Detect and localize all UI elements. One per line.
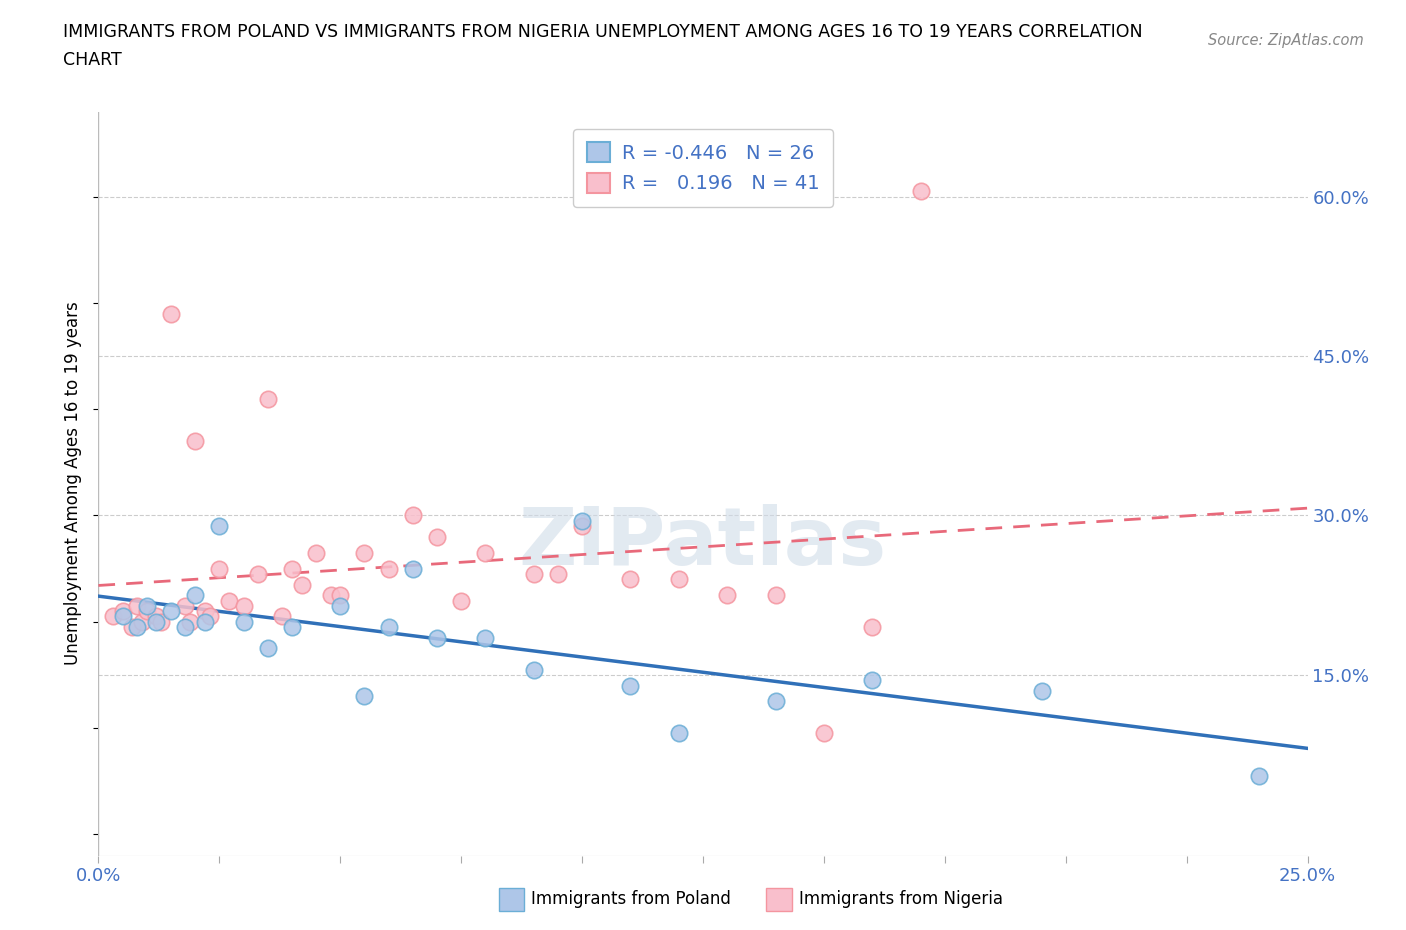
Point (860, 672, 883, 687)
Point (329, 588, 352, 603)
Point (765, 694, 787, 709)
Point (668, 726, 690, 741)
Point (716, 588, 738, 603)
Point (353, 689, 375, 704)
Point (860, 619, 883, 634)
Point (247, 566, 270, 581)
Point (474, 631, 496, 645)
Point (127, 598, 149, 613)
Point (619, 678, 641, 693)
Point (150, 615, 173, 630)
Point (426, 529, 449, 544)
Point (111, 609, 134, 624)
Point (135, 598, 157, 613)
Point (111, 604, 134, 618)
Point (281, 619, 304, 634)
Point (353, 545, 375, 560)
Point (910, 184, 932, 199)
Point (668, 572, 690, 587)
Point (547, 566, 569, 581)
Point (765, 588, 787, 603)
Point (232, 598, 254, 613)
Point (377, 561, 399, 576)
Point (1031, 684, 1053, 698)
Point (256, 641, 278, 656)
Point (179, 615, 201, 630)
Point (256, 392, 278, 406)
Point (145, 609, 167, 624)
Point (426, 631, 449, 645)
Point (1249, 768, 1271, 783)
Point (450, 593, 472, 608)
Point (184, 588, 207, 603)
Point (208, 561, 231, 576)
Point (194, 604, 217, 618)
Point (281, 561, 304, 576)
Point (160, 604, 183, 618)
Point (208, 519, 231, 534)
Point (474, 545, 496, 560)
Point (377, 619, 399, 634)
Point (329, 598, 352, 613)
Point (232, 615, 254, 630)
Point (319, 588, 342, 603)
Point (523, 662, 546, 677)
Text: Source: ZipAtlas.com: Source: ZipAtlas.com (1208, 33, 1364, 47)
Y-axis label: Unemployment Among Ages 16 to 19 years: Unemployment Among Ages 16 to 19 years (65, 301, 83, 666)
Point (145, 615, 167, 630)
Point (402, 561, 425, 576)
Point (290, 578, 312, 592)
Point (174, 619, 197, 634)
Point (194, 615, 217, 630)
Point (619, 572, 641, 587)
Point (131, 615, 153, 630)
Point (184, 433, 207, 448)
Point (101, 609, 124, 624)
Point (271, 609, 294, 624)
Point (121, 619, 143, 634)
Point (813, 726, 835, 741)
Point (160, 306, 183, 321)
Legend: R = -0.446   N = 26, R =   0.196   N = 41: R = -0.446 N = 26, R = 0.196 N = 41 (574, 128, 832, 206)
Point (135, 604, 157, 618)
Text: ZIPatlas: ZIPatlas (519, 504, 887, 582)
Point (571, 519, 593, 534)
Point (305, 545, 328, 560)
Point (523, 566, 546, 581)
Text: IMMIGRANTS FROM POLAND VS IMMIGRANTS FROM NIGERIA UNEMPLOYMENT AMONG AGES 16 TO : IMMIGRANTS FROM POLAND VS IMMIGRANTS FRO… (63, 23, 1143, 41)
Point (402, 508, 425, 523)
Point (218, 593, 240, 608)
Point (127, 619, 149, 634)
Text: CHART: CHART (63, 51, 122, 69)
Point (174, 598, 197, 613)
Text: Immigrants from Poland: Immigrants from Poland (531, 890, 731, 909)
Point (571, 513, 593, 528)
Point (198, 609, 221, 624)
Text: Immigrants from Nigeria: Immigrants from Nigeria (799, 890, 1002, 909)
